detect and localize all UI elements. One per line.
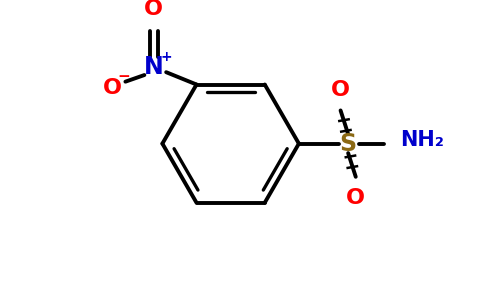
Text: +: +: [160, 50, 172, 64]
Text: O: O: [144, 0, 164, 19]
Text: S: S: [340, 132, 357, 156]
Text: NH₂: NH₂: [400, 130, 444, 150]
Text: −: −: [117, 69, 130, 84]
Text: O: O: [103, 78, 121, 98]
Text: O: O: [331, 80, 350, 100]
Text: O: O: [346, 188, 365, 208]
Text: N: N: [144, 56, 164, 80]
